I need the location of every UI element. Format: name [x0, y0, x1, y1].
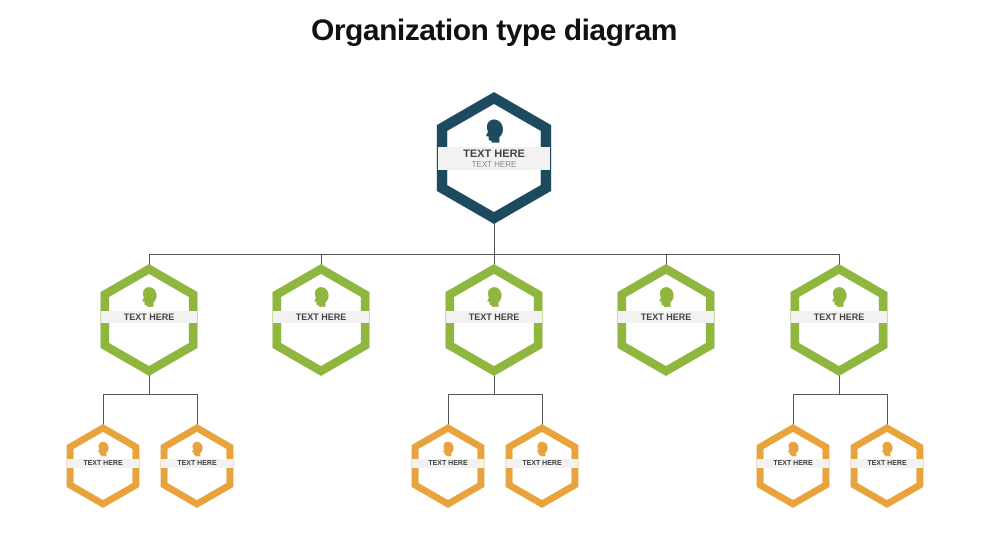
connector: [793, 394, 794, 428]
org-node-root: TEXT HERETEXT HERE: [428, 92, 560, 224]
org-node-row3-4: TEXT HERE: [751, 424, 835, 508]
org-node-row3-2: TEXT HERE: [406, 424, 490, 508]
connector: [542, 394, 543, 428]
connector: [197, 394, 198, 428]
org-node-row3-1: TEXT HERE: [155, 424, 239, 508]
org-node-row3-3: TEXT HERE: [500, 424, 584, 508]
org-node-row2-2: TEXT HERE: [438, 264, 550, 376]
title-text: Organization type diagram: [311, 14, 677, 47]
connector: [448, 394, 542, 395]
org-node-row2-0: TEXT HERE: [93, 264, 205, 376]
connector: [103, 394, 104, 428]
page-title: Organization type diagram: [0, 14, 988, 48]
org-node-row3-0: TEXT HERE: [61, 424, 145, 508]
org-node-row2-4: TEXT HERE: [783, 264, 895, 376]
connector: [887, 394, 888, 428]
connector: [793, 394, 887, 395]
org-node-row3-5: TEXT HERE: [845, 424, 929, 508]
connector: [448, 394, 449, 428]
org-node-row2-1: TEXT HERE: [265, 264, 377, 376]
connector: [103, 394, 197, 395]
org-node-row2-3: TEXT HERE: [610, 264, 722, 376]
